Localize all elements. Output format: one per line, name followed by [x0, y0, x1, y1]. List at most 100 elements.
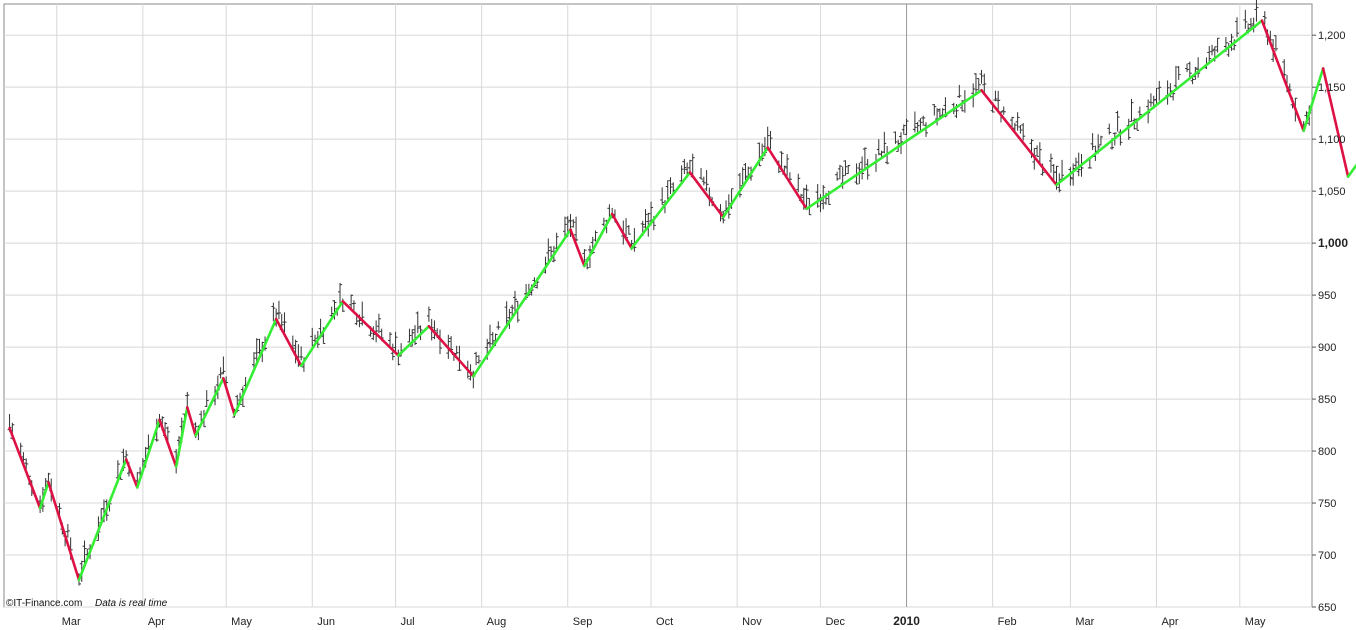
zigzag-down-segment: [124, 458, 139, 489]
ohlc-bar: [1254, 0, 1259, 22]
ohlc-bar: [626, 225, 631, 235]
ohlc-bar: [682, 158, 687, 174]
ohlc-bar: [935, 108, 940, 126]
x-tick-label: Apr: [148, 616, 165, 628]
ohlc-bar: [862, 147, 867, 169]
zigzag-down-segment: [47, 480, 81, 582]
ohlc-bar: [921, 115, 926, 126]
ohlc-bar: [24, 458, 29, 470]
zigzag-series: [8, 19, 1356, 582]
ohlc-bar: [1021, 123, 1026, 141]
ohlc-bar: [457, 345, 462, 371]
ohlc-bar: [574, 216, 579, 242]
ohlc-bar: [957, 84, 962, 98]
ohlc-bar: [1048, 153, 1053, 173]
y-tick-label: 1,050: [1318, 186, 1346, 198]
ohlc-bar: [338, 282, 343, 304]
ohlc-bar: [1001, 106, 1006, 115]
ohlc-bar: [1185, 63, 1190, 73]
zigzag-down-segment: [766, 146, 808, 211]
ohlc-bar: [893, 131, 898, 144]
zigzag-down-segment: [610, 212, 633, 250]
ohlc-bar: [796, 173, 801, 193]
ohlc-bar: [515, 300, 520, 323]
ohlc-bar: [860, 156, 865, 180]
ohlc-bar: [393, 331, 398, 352]
ohlc-bar: [124, 450, 129, 460]
ohlc-bar: [271, 302, 276, 322]
ohlc-bar: [507, 308, 512, 329]
ohlc-bar: [835, 171, 840, 181]
ohlc-bar: [979, 69, 984, 84]
ohlc-bar: [407, 328, 412, 343]
y-tick-label: 850: [1318, 394, 1336, 406]
x-tick-label: 2010: [893, 614, 920, 628]
ohlc-bar: [901, 124, 906, 135]
y-tick-label: 650: [1318, 602, 1336, 614]
zigzag-down-segment: [222, 376, 236, 416]
ohlc-bar: [221, 356, 226, 375]
y-tick-label: 1,000: [1318, 236, 1348, 250]
x-axis: Mar Apr May Jun Jul Aug Sep Oct Nov Dec 2010 Feb Mar…: [62, 614, 1266, 628]
ohlc-bar: [1090, 133, 1095, 151]
ohlc-bar: [1035, 145, 1040, 157]
ohlc-bar: [582, 249, 587, 263]
ohlc-bar: [1115, 110, 1120, 132]
ohlc-bar: [1129, 98, 1134, 122]
zigzag-down-segment: [569, 228, 586, 268]
ohlc-bar: [504, 301, 509, 326]
zigzag-down-segment: [688, 171, 725, 219]
ohlc-bar: [1015, 112, 1020, 131]
ohlc-bar: [254, 338, 259, 363]
ohlc-bar: [660, 187, 665, 206]
ohlc-bar: [293, 339, 298, 364]
ohlc-bar: [1137, 106, 1142, 118]
ohlc-bar: [1010, 116, 1015, 129]
zigzag-up-segment: [233, 317, 278, 416]
ohlc-bar: [785, 154, 790, 177]
ohlc-bar: [1243, 9, 1248, 29]
ohlc-bar: [1148, 93, 1153, 107]
ohlc-bar: [837, 164, 842, 180]
zigzag-up-segment: [135, 418, 161, 489]
ohlc-bar: [329, 306, 334, 317]
ohlc-bar: [1018, 124, 1023, 134]
y-axis: 650 700 750 800 850 900 950 1,000 1,050 1,100 1,15…: [1312, 30, 1348, 614]
ohlc-bar: [982, 73, 987, 95]
ohlc-bar: [512, 290, 517, 312]
zigzag-down-segment: [980, 88, 1058, 187]
ohlc-bar: [571, 219, 576, 228]
ohlc-bar: [413, 325, 418, 346]
zigzag-down-segment: [341, 300, 400, 357]
x-tick-label: Jun: [317, 616, 335, 628]
ohlc-bar: [1262, 11, 1267, 25]
ohlc-bar: [204, 390, 209, 407]
ohlc-bar: [65, 523, 70, 538]
ohlc-bar: [704, 170, 709, 191]
x-tick-label: Aug: [487, 616, 507, 628]
ohlc-bar: [487, 324, 492, 348]
x-tick-label: Mar: [62, 616, 81, 628]
y-tick-label: 800: [1318, 446, 1336, 458]
zigzag-down-segment: [1321, 67, 1350, 178]
x-tick-label: Nov: [742, 616, 762, 628]
ohlc-bar: [932, 103, 937, 116]
ohlc-bar: [643, 209, 648, 229]
ohlc-bar: [251, 352, 256, 369]
ohlc-bar: [1229, 33, 1234, 51]
ohlc-bar: [1273, 35, 1278, 52]
ohlc-bar: [1248, 17, 1253, 29]
ohlc-bar: [1196, 57, 1201, 78]
zigzag-up-segment: [805, 88, 983, 211]
ohlc-bar: [1118, 129, 1123, 146]
plot-background: [3, 3, 1313, 608]
ohlc-bar: [779, 151, 784, 168]
ohlc-bar: [1157, 80, 1162, 101]
y-tick-label: 900: [1318, 342, 1336, 354]
ohlc-bar: [276, 300, 281, 320]
ohlc-bar: [562, 216, 567, 240]
ohlc-bar: [426, 306, 431, 322]
zigzag-up-segment: [77, 458, 128, 582]
ohlc-bar: [601, 217, 606, 227]
